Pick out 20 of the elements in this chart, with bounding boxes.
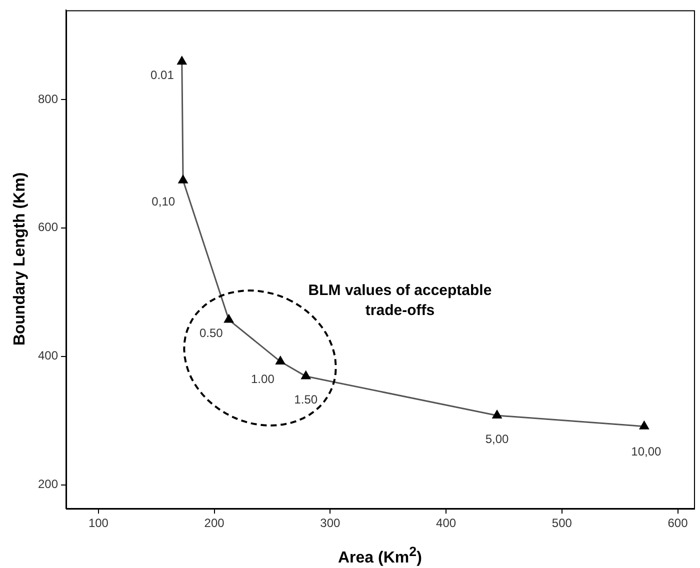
annotation: BLM values of acceptable trade-offs <box>307 281 493 321</box>
y-tick-label: 400 <box>38 348 58 363</box>
x-tick-label: 600 <box>668 516 688 530</box>
y-tick-label: 200 <box>38 477 58 492</box>
x-tick-label: 200 <box>204 516 225 530</box>
y-tick-label: 600 <box>38 220 58 234</box>
y-axis-title: Boundary Length (Km) <box>11 172 30 346</box>
annotation: 1.00 <box>251 372 275 386</box>
annotation: 10,00 <box>631 444 662 459</box>
x-tick-label: 300 <box>320 516 341 530</box>
annotation: 5,00 <box>485 432 510 446</box>
x-axis-title: Area (Km$^{2}$) <box>338 544 422 568</box>
annotation: 0,10 <box>152 194 176 209</box>
annotation: 0.50 <box>199 326 224 340</box>
y-tick-label: 800 <box>38 92 58 106</box>
x-tick-label: 500 <box>552 516 572 530</box>
x-tick-label: 400 <box>436 516 456 530</box>
x-tick-label: 100 <box>88 516 109 530</box>
annotation: 0.01 <box>150 68 174 82</box>
annotation: 1.50 <box>294 392 318 407</box>
